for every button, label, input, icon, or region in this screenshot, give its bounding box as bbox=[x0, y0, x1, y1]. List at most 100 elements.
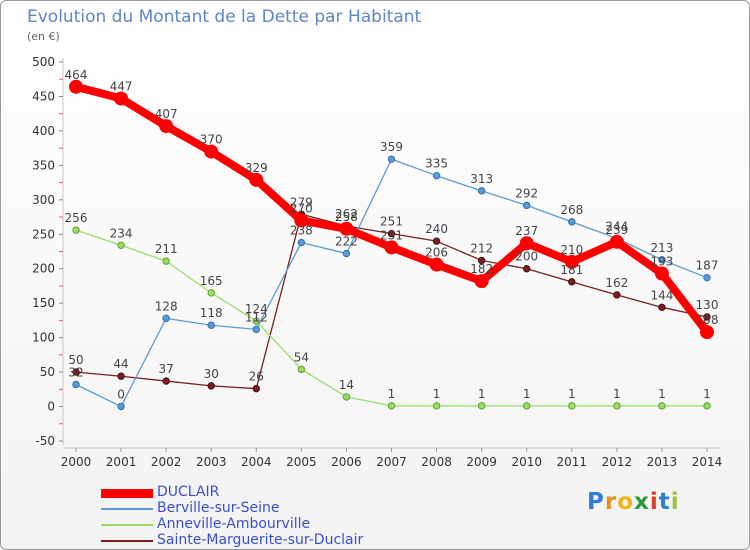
data-label: 262 bbox=[335, 207, 358, 221]
data-label: 370 bbox=[200, 133, 223, 147]
data-label: 447 bbox=[110, 80, 133, 94]
x-tick-label: 2013 bbox=[647, 455, 678, 469]
data-label: 124 bbox=[245, 302, 268, 316]
data-label: 407 bbox=[155, 107, 178, 121]
y-tick-label: 150 bbox=[32, 296, 55, 310]
data-point bbox=[162, 257, 170, 265]
y-tick-label: 300 bbox=[32, 193, 55, 207]
data-label: 1 bbox=[523, 387, 531, 401]
data-point bbox=[568, 278, 576, 286]
data-point bbox=[523, 201, 531, 210]
data-label: 244 bbox=[605, 219, 628, 233]
data-label: 212 bbox=[470, 241, 493, 255]
proxiti-logo: Proxiti bbox=[587, 489, 680, 515]
data-label: 32 bbox=[68, 365, 83, 379]
data-point bbox=[703, 402, 711, 410]
data-label: 181 bbox=[560, 263, 583, 277]
data-point bbox=[114, 91, 129, 106]
data-point bbox=[162, 377, 170, 385]
data-label: 44 bbox=[113, 357, 128, 371]
x-tick-label: 2008 bbox=[421, 455, 452, 469]
data-label: 1 bbox=[568, 387, 576, 401]
data-label: 50 bbox=[68, 353, 83, 367]
data-point bbox=[207, 289, 215, 297]
data-label: 240 bbox=[425, 222, 448, 236]
data-point bbox=[387, 229, 396, 238]
x-tick-label: 2003 bbox=[196, 455, 227, 469]
data-label: 108 bbox=[696, 313, 719, 327]
data-point bbox=[72, 380, 80, 389]
data-label: 279 bbox=[290, 195, 313, 209]
data-label: 270 bbox=[290, 201, 313, 215]
y-tick-label: 250 bbox=[32, 227, 55, 241]
y-tick-label: 50 bbox=[40, 365, 55, 379]
x-tick-label: 2005 bbox=[286, 455, 317, 469]
chart-unit: (en €) bbox=[27, 30, 60, 43]
data-label: 211 bbox=[155, 242, 178, 256]
data-label: 1 bbox=[613, 387, 621, 401]
data-label: 1 bbox=[478, 387, 486, 401]
data-label: 182 bbox=[470, 262, 493, 276]
y-tick-label: -50 bbox=[35, 434, 55, 448]
data-label: 222 bbox=[335, 235, 358, 249]
data-label: 239 bbox=[605, 223, 628, 237]
data-point bbox=[477, 256, 486, 265]
data-label: 144 bbox=[650, 288, 673, 302]
data-label: 165 bbox=[200, 274, 223, 288]
data-point bbox=[387, 402, 396, 410]
data-label: 329 bbox=[245, 161, 268, 175]
series-line-2 bbox=[75, 229, 708, 407]
data-point bbox=[69, 79, 83, 94]
x-tick-label: 2007 bbox=[376, 455, 407, 469]
data-point bbox=[568, 218, 576, 226]
data-label: 313 bbox=[470, 172, 493, 186]
data-label: 251 bbox=[380, 215, 403, 229]
x-tick-label: 2011 bbox=[557, 455, 588, 469]
data-point bbox=[297, 365, 306, 374]
data-point bbox=[342, 249, 351, 258]
data-point bbox=[700, 325, 714, 340]
data-point bbox=[207, 321, 215, 329]
data-point bbox=[477, 187, 486, 195]
data-point bbox=[117, 402, 125, 411]
data-point bbox=[117, 241, 125, 249]
data-label: 37 bbox=[159, 362, 174, 376]
data-label: 231 bbox=[380, 228, 403, 242]
data-point bbox=[432, 237, 441, 245]
legend-label: Anneville-Ambourville bbox=[157, 516, 311, 532]
x-tick-label: 2014 bbox=[692, 455, 723, 469]
data-label: 128 bbox=[155, 299, 178, 313]
data-label: 162 bbox=[605, 276, 628, 290]
data-label: 1 bbox=[658, 387, 666, 401]
data-point bbox=[654, 266, 669, 281]
data-label: 206 bbox=[425, 246, 448, 260]
data-label: 14 bbox=[339, 378, 354, 392]
legend-swatch bbox=[101, 540, 153, 542]
data-point bbox=[387, 155, 396, 163]
data-point bbox=[72, 226, 80, 234]
data-point bbox=[609, 234, 624, 249]
data-point bbox=[72, 368, 80, 376]
data-label: 335 bbox=[425, 157, 448, 171]
data-point bbox=[519, 236, 534, 251]
y-tick-label: 400 bbox=[32, 124, 55, 138]
data-label: 130 bbox=[696, 298, 719, 312]
data-label: 213 bbox=[650, 241, 673, 255]
data-point bbox=[523, 402, 531, 410]
data-point bbox=[252, 325, 260, 334]
data-label: 1 bbox=[388, 387, 396, 401]
data-point bbox=[117, 372, 125, 380]
data-label: 187 bbox=[696, 259, 719, 273]
data-point bbox=[432, 172, 441, 180]
data-point bbox=[474, 274, 489, 289]
data-label: 234 bbox=[110, 226, 133, 240]
data-label: 292 bbox=[515, 186, 538, 200]
legend-swatch bbox=[101, 508, 153, 510]
data-point bbox=[342, 393, 351, 401]
data-point bbox=[564, 254, 579, 269]
data-point bbox=[613, 402, 621, 410]
data-point bbox=[658, 402, 666, 410]
y-tick-label: 500 bbox=[32, 55, 55, 69]
data-label: 200 bbox=[515, 250, 538, 264]
